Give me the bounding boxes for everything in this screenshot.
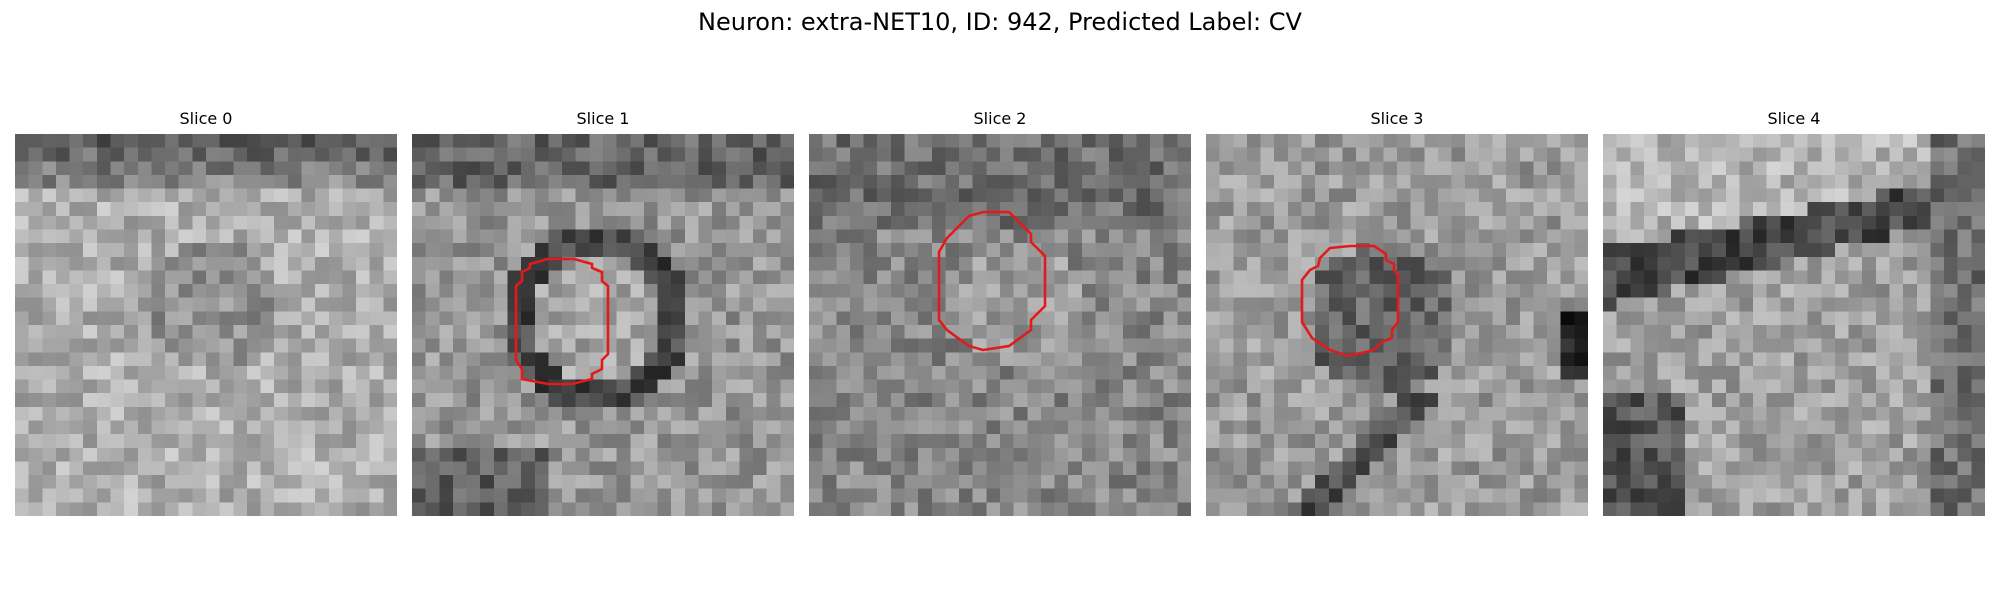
roi-contour xyxy=(1300,244,1400,358)
roi-contour xyxy=(514,257,610,386)
contour-overlay xyxy=(937,210,1047,352)
slice-title: Slice 0 xyxy=(179,109,233,128)
figure-title: Neuron: extra-NET10, ID: 942, Predicted … xyxy=(698,8,1302,36)
contour-overlay xyxy=(1300,244,1400,358)
slice-title: Slice 2 xyxy=(973,109,1027,128)
slice-image xyxy=(809,134,1191,516)
slice-title: Slice 3 xyxy=(1370,109,1424,128)
slice-image xyxy=(15,134,397,516)
slice-title: Slice 4 xyxy=(1767,109,1821,128)
slice-image xyxy=(412,134,794,516)
slice-image xyxy=(1603,134,1985,516)
roi-contour xyxy=(937,210,1047,352)
contour-overlay xyxy=(514,257,610,386)
slice-title: Slice 1 xyxy=(576,109,630,128)
